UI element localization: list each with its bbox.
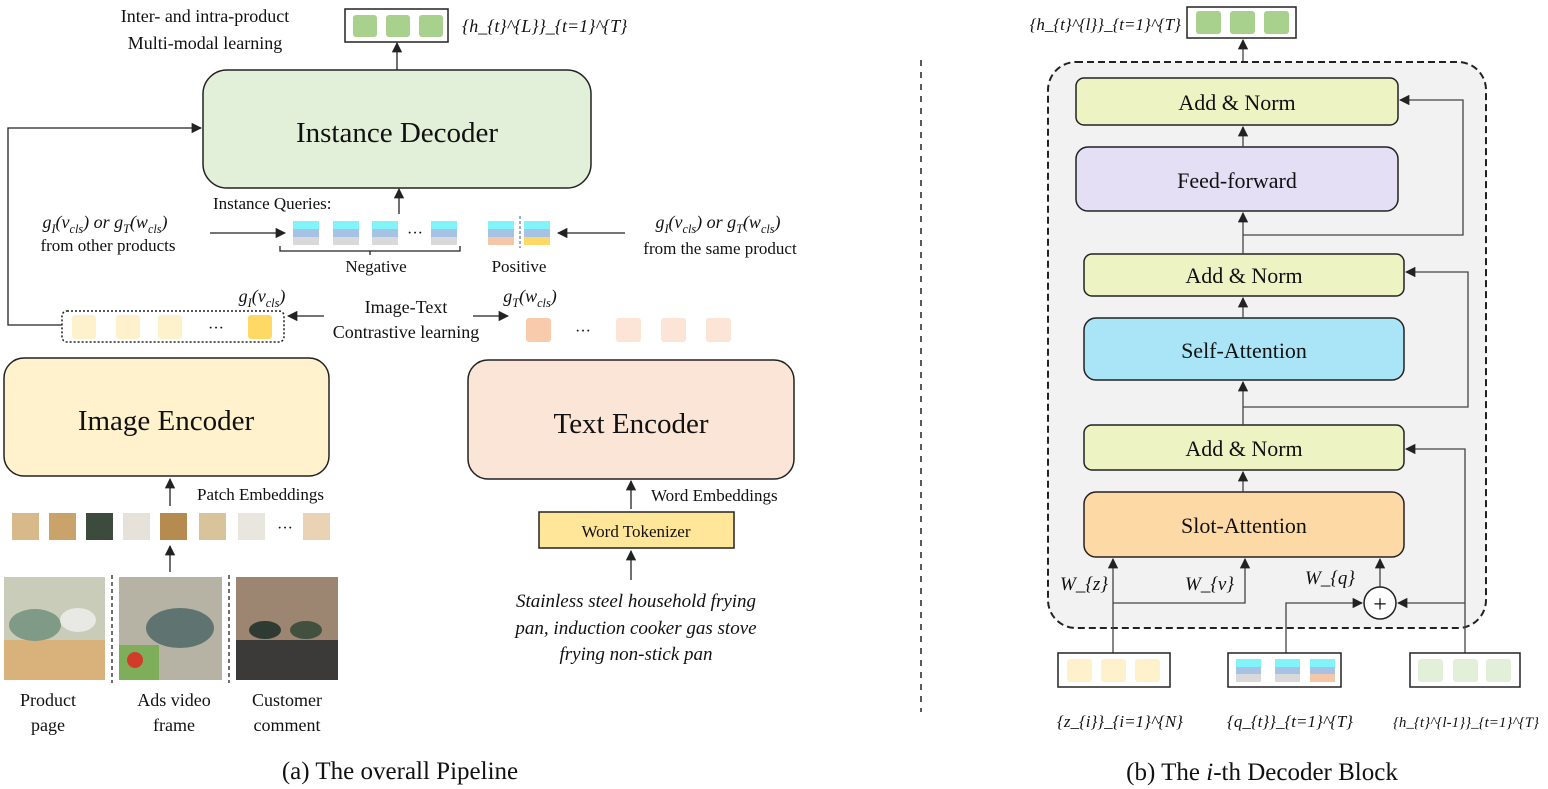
other-products-label: from other products [40, 236, 175, 255]
image-encoder-label: Image Encoder [78, 405, 255, 437]
text-encoder-block [467, 359, 795, 480]
same-product-label: from the same product [643, 239, 797, 258]
previous-layer-inputs [1409, 652, 1521, 688]
add-norm-block-3 [1075, 77, 1399, 126]
slot-attention-label: Slot-Attention [1181, 513, 1307, 538]
self-attention-block [1083, 317, 1405, 381]
decoder-block-panel: {h_{t}^{l}}_{t=1}^{T} Add & Norm Feed-fo… [1030, 6, 1539, 786]
top-label-line2: Multi-modal learning [128, 33, 282, 53]
contrastive-line2: Contrastive learning [333, 322, 479, 342]
instance-queries-label: Instance Queries: [213, 194, 331, 213]
instance-decoder-label: Instance Decoder [296, 117, 498, 149]
add-norm-block-1 [1083, 424, 1405, 471]
source-ads-line2: frame [153, 715, 195, 735]
ellipsis: ··· [208, 320, 224, 337]
plus-icon: + [1373, 592, 1387, 618]
z-label: {z_{i}}_{i=1}^{N} [1057, 712, 1183, 731]
ellipsis: ··· [277, 520, 293, 537]
h-prev-label: {h_{t}^{l-1}}_{t=1}^{T} [1393, 715, 1539, 731]
decoder-output-embeddings [344, 8, 449, 43]
add-norm-label: Add & Norm [1185, 436, 1302, 461]
source-comment-line2: comment [254, 715, 321, 735]
add-norm-label: Add & Norm [1178, 90, 1295, 115]
positive-label: Positive [492, 257, 547, 276]
word-tokenizer-label: Word Tokenizer [581, 522, 690, 541]
wv-label: W_{v} [1185, 574, 1234, 595]
feedback-arrow [7, 122, 203, 326]
query-inputs [1227, 652, 1342, 688]
self-attention-label: Self-Attention [1181, 338, 1307, 363]
ellipsis: ··· [575, 323, 591, 340]
pipeline-panel: Inter- and intra-product Multi-modal lea… [3, 6, 797, 785]
source-product-line2: page [31, 715, 65, 735]
q-label: {q_{t}}_{t=1}^{T} [1227, 712, 1353, 731]
word-embeddings-label: Word Embeddings [651, 486, 778, 505]
wz-label: W_{z} [1060, 574, 1108, 595]
text-cls-math: gT(wcls) [503, 286, 556, 310]
add-norm-block-2 [1083, 253, 1405, 297]
feed-forward-block [1075, 146, 1399, 212]
source-product-line1: Product [20, 690, 76, 710]
source-ads-line1: Ads video [137, 690, 211, 710]
block-output-label: {h_{t}^{l}}_{t=1}^{T} [1030, 15, 1182, 34]
positive-queries [488, 216, 550, 248]
source-images [4, 575, 338, 683]
negative-label: Negative [345, 257, 406, 276]
slot-inputs [1057, 652, 1171, 688]
image-cls-group [61, 310, 285, 343]
decoder-output-label: {h_{t}^{L}}_{t=1}^{T} [462, 16, 628, 36]
same-product-math: gI(vcls) or gT(wcls) [655, 212, 780, 236]
caption-b: (b) The i-th Decoder Block [1126, 759, 1398, 786]
top-label-line1: Inter- and intra-product [121, 6, 290, 26]
input-text-line2: pan, induction cooker gas stove [513, 618, 756, 639]
slot-attention-block [1083, 491, 1405, 558]
ellipsis: ··· [407, 225, 423, 242]
patch-embeddings-label: Patch Embeddings [197, 485, 324, 504]
image-encoder-block [3, 357, 330, 477]
add-norm-label: Add & Norm [1185, 263, 1302, 288]
source-comment-line1: Customer [252, 690, 322, 710]
input-text-line1: Stainless steel household frying [516, 591, 756, 612]
feed-forward-label: Feed-forward [1177, 168, 1297, 193]
caption-a: (a) The overall Pipeline [282, 758, 518, 785]
add-operator [1363, 586, 1397, 620]
contrastive-line1: Image-Text [365, 297, 448, 317]
negative-queries: ··· [279, 221, 461, 255]
wq-label: W_{q} [1305, 568, 1355, 589]
word-tokenizer-block [538, 511, 735, 549]
image-patches: ··· [12, 513, 330, 540]
image-cls-math: gI(vcls) [239, 286, 286, 310]
other-products-math: gI(vcls) or gT(wcls) [42, 212, 167, 236]
input-text-line3: frying non-stick pan [559, 644, 712, 665]
text-encoder-label: Text Encoder [554, 408, 709, 440]
